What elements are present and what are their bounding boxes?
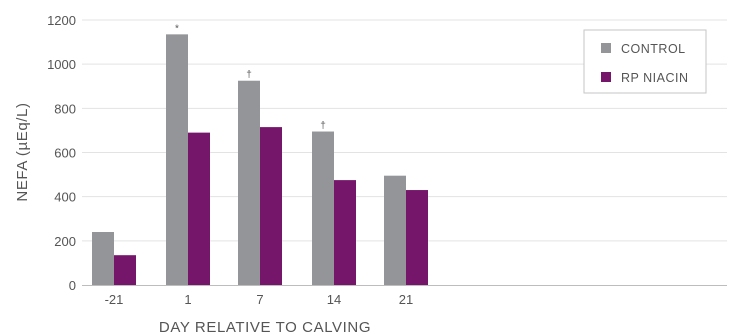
bar-control-day-14 <box>312 131 334 285</box>
x-tick-21: 21 <box>399 292 413 307</box>
bar-control-day-7 <box>238 80 260 286</box>
legend-swatch-control <box>601 43 611 53</box>
bars <box>92 34 428 286</box>
bar-rp-niacin-day-7 <box>260 127 282 286</box>
x-tick-14: 14 <box>327 292 341 307</box>
bar-rp-niacin-day-14 <box>334 180 356 285</box>
bar-annotations: * † † <box>175 23 326 131</box>
legend-box <box>583 29 707 94</box>
legend-swatch-rp-niacin <box>601 72 611 82</box>
legend: CONTROL RP NIACIN <box>583 29 707 94</box>
y-axis-title: NEFA (µEq/L) <box>14 102 31 201</box>
x-tick--21: -21 <box>105 292 124 307</box>
bar-rp-niacin-day--21 <box>114 255 136 285</box>
significance-marker-day-14: † <box>320 121 326 132</box>
y-tick-1000: 1000 <box>47 57 76 72</box>
legend-label-rp-niacin: RP NIACIN <box>621 71 688 85</box>
x-tick-labels: -21 1 7 14 21 <box>105 292 414 307</box>
x-tick-1: 1 <box>184 292 191 307</box>
bar-control-day-1 <box>166 34 188 285</box>
y-tick-800: 800 <box>54 101 76 116</box>
y-tick-600: 600 <box>54 146 76 161</box>
x-axis-title: DAY RELATIVE TO CALVING <box>159 319 371 335</box>
y-tick-0: 0 <box>69 278 76 293</box>
significance-marker-day-7: † <box>246 70 252 81</box>
legend-label-control: CONTROL <box>621 42 686 56</box>
bar-control-day--21 <box>92 232 114 285</box>
bar-rp-niacin-day-21 <box>406 190 428 285</box>
y-tick-200: 200 <box>54 234 76 249</box>
bar-control-day-21 <box>384 175 406 285</box>
significance-marker-day-1: * <box>175 23 179 34</box>
y-tick-labels: 0 200 400 600 800 1000 1200 <box>47 13 76 293</box>
y-tick-1200: 1200 <box>47 13 76 28</box>
bar-rp-niacin-day-1 <box>188 132 210 285</box>
x-tick-7: 7 <box>256 292 263 307</box>
y-tick-400: 400 <box>54 190 76 205</box>
